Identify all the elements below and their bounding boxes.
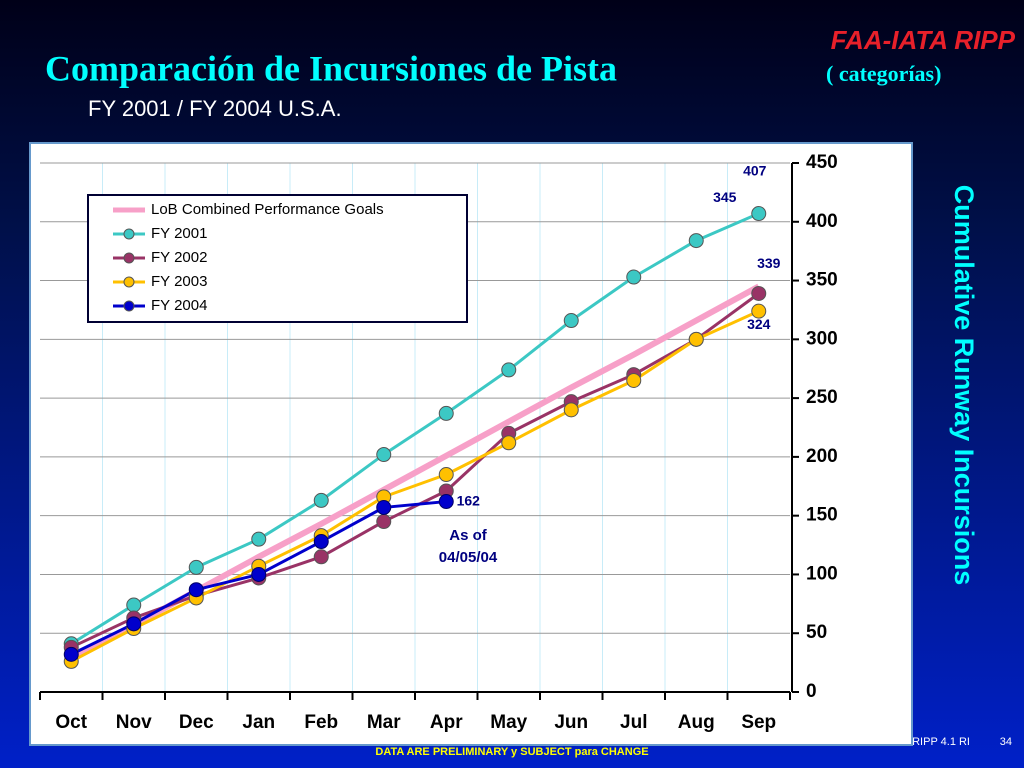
legend-marker [123, 276, 135, 288]
x-tick-label: Feb [304, 712, 338, 733]
footer-ref: RIPP 4.1 RI [912, 736, 970, 748]
subtitle: FY 2001 / FY 2004 U.S.A. [88, 96, 342, 121]
y-tick-label: 150 [806, 505, 838, 526]
y-tick-label: 350 [806, 270, 838, 291]
brand: FAA-IATA RIPP [831, 25, 1016, 55]
data-label: 407 [743, 162, 767, 178]
point [688, 233, 704, 249]
data-label: 339 [757, 255, 781, 271]
x-tick-label: Jul [620, 712, 647, 733]
legend-marker [123, 252, 135, 264]
series-line [70, 292, 760, 649]
point [126, 597, 142, 613]
x-tick-label: Apr [430, 712, 463, 733]
x-tick-label: Sep [741, 712, 776, 733]
point [626, 269, 642, 285]
y-tick-label: 300 [806, 328, 838, 349]
series-line [70, 309, 760, 663]
data-label: 162 [457, 492, 481, 508]
point [751, 303, 767, 319]
annotation: As of [449, 527, 488, 544]
legend-label: LoB Combined Performance Goals [151, 201, 384, 218]
footer-note: DATA ARE PRELIMINARY y SUBJECT para CHAN… [375, 746, 648, 758]
legend-label: FY 2004 [151, 297, 207, 314]
point [438, 494, 454, 510]
y-tick-label: 200 [806, 446, 838, 467]
title-suffix: ( categorías) [826, 61, 941, 86]
point [313, 534, 329, 550]
x-tick-label: Oct [55, 712, 87, 733]
point [251, 566, 267, 582]
y-tick-label: 100 [806, 563, 838, 584]
legend-label: FY 2001 [151, 225, 207, 242]
point [751, 206, 767, 222]
point [563, 313, 579, 329]
point [376, 514, 392, 530]
data-label: 324 [747, 316, 771, 332]
y-tick-label: 0 [806, 681, 817, 702]
point [188, 582, 204, 598]
legend-label: FY 2002 [151, 249, 207, 266]
point [313, 492, 329, 508]
chart-title: Comparación de Incursiones de Pista [45, 48, 617, 88]
x-tick-label: Mar [367, 712, 401, 733]
x-tick-label: Jan [242, 712, 275, 733]
point [188, 559, 204, 575]
point [251, 531, 267, 547]
point [376, 499, 392, 515]
legend-marker [123, 228, 135, 240]
legend-box [87, 194, 468, 323]
annotation: 04/05/04 [439, 549, 498, 566]
y-axis-label: Cumulative Runway Incursions [949, 185, 979, 586]
point [376, 447, 392, 463]
point [438, 467, 454, 483]
page-number: 34 [1000, 736, 1012, 748]
point [501, 435, 517, 451]
data-label: 345 [713, 189, 737, 205]
legend-marker [123, 300, 135, 312]
y-tick-label: 400 [806, 211, 838, 232]
point [751, 285, 767, 301]
y-tick-label: 250 [806, 387, 838, 408]
point [563, 402, 579, 418]
x-tick-label: Aug [678, 712, 715, 733]
x-tick-label: Jun [554, 712, 588, 733]
point [126, 616, 142, 632]
legend-label: FY 2003 [151, 273, 207, 290]
y-tick-label: 50 [806, 622, 827, 643]
x-tick-label: May [490, 712, 527, 733]
point [313, 549, 329, 565]
point [63, 646, 79, 662]
point [501, 362, 517, 378]
x-tick-label: Dec [179, 712, 214, 733]
y-tick-label: 450 [806, 152, 838, 173]
series-line [70, 212, 760, 646]
point [438, 405, 454, 421]
point [626, 372, 642, 388]
x-tick-label: Nov [116, 712, 152, 733]
point [688, 331, 704, 347]
